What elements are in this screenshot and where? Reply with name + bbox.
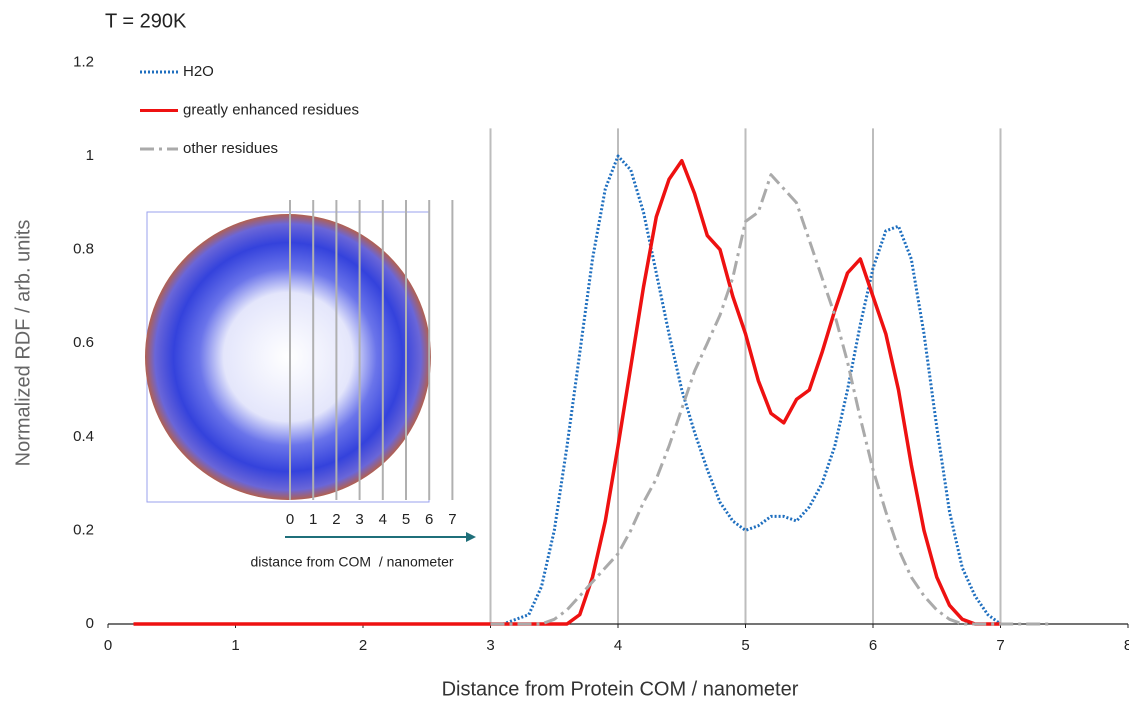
y-tick-label: 0.2 [73, 521, 94, 538]
series-line [490, 173, 1052, 626]
inset-tick-label: 6 [425, 511, 433, 528]
inset-arrow-head [466, 532, 476, 542]
chart-title: T = 290K [105, 10, 187, 32]
y-tick-label: 1.2 [73, 53, 94, 70]
inset-tick-label: 2 [332, 511, 340, 528]
inset: 0 1 2 3 4 5 6 7 distance from COM / nanometer [145, 200, 476, 570]
inset-tick-label: 0 [286, 511, 294, 528]
inset-tick-label: 3 [355, 511, 363, 528]
y-tick-label: 0 [86, 615, 94, 632]
inset-tick-label: 1 [309, 511, 317, 528]
y-tick-label: 0.8 [73, 241, 94, 258]
inset-tick-label: 4 [379, 511, 387, 528]
series-line [133, 158, 1001, 626]
legend-label: H2O [183, 63, 214, 80]
inset-droplet [145, 214, 431, 500]
legend-label: greatly enhanced residues [183, 101, 359, 118]
legend-label: other residues [183, 140, 278, 157]
x-tick-label: 8 [1124, 637, 1129, 654]
x-tick-label: 4 [614, 637, 622, 654]
x-tick-label: 3 [486, 637, 494, 654]
x-tick-label: 6 [869, 637, 877, 654]
x-tick-label: 5 [741, 637, 749, 654]
y-tick-label: 1 [86, 147, 94, 164]
inset-tick-label: 5 [402, 511, 410, 528]
inset-x-label: distance from COM / nanometer [250, 554, 453, 570]
x-tick-label: 2 [359, 637, 367, 654]
x-tick-label: 7 [996, 637, 1004, 654]
y-tick-label: 0.4 [73, 428, 94, 445]
y-tick-label: 0.6 [73, 334, 94, 351]
x-axis-label: Distance from Protein COM / nanometer [442, 678, 799, 700]
x-tick-label: 1 [231, 637, 239, 654]
y-axis-label: Normalized RDF / arb. units [12, 220, 34, 467]
x-tick-label: 0 [104, 637, 112, 654]
series-line [490, 154, 1002, 626]
inset-tick-label: 7 [448, 511, 456, 528]
